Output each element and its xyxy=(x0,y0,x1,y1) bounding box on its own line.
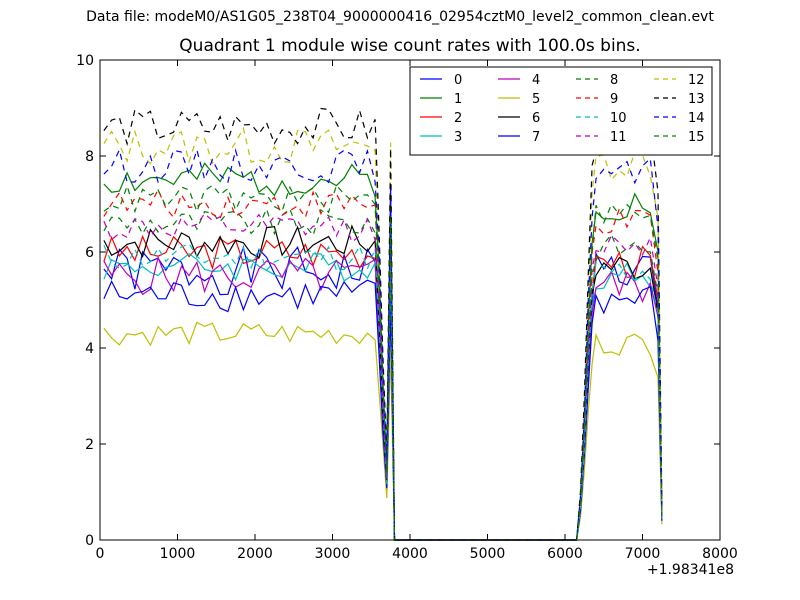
legend-label-15: 15 xyxy=(688,130,705,145)
legend-label-13: 13 xyxy=(688,92,705,107)
x-tick-label: 8000 xyxy=(702,546,738,562)
y-tick-label: 4 xyxy=(85,341,94,357)
y-tick-label: 6 xyxy=(85,245,94,261)
legend-label-0: 0 xyxy=(454,73,462,88)
series-line-5 xyxy=(103,321,663,541)
legend-label-7: 7 xyxy=(532,130,540,145)
series-line-15 xyxy=(103,183,663,541)
series-line-8 xyxy=(103,207,663,541)
series-line-10 xyxy=(103,243,663,541)
legend-label-12: 12 xyxy=(688,73,705,88)
series-line-14 xyxy=(103,147,663,541)
y-tick-label: 2 xyxy=(85,437,94,453)
series-line-9 xyxy=(103,188,663,541)
chart-title: Quadrant 1 module wise count rates with … xyxy=(179,36,641,56)
x-tick-label: 4000 xyxy=(392,546,428,562)
x-offset-label: +1.98341e8 xyxy=(646,562,734,578)
legend-label-6: 6 xyxy=(532,111,540,126)
series-line-11 xyxy=(103,212,663,541)
series-line-13 xyxy=(103,107,663,541)
series-line-12 xyxy=(103,126,663,541)
series-line-4 xyxy=(103,255,663,541)
x-tick-label: 5000 xyxy=(470,546,506,562)
series-line-6 xyxy=(103,224,663,541)
series-line-7 xyxy=(103,279,663,541)
x-tick-label: 3000 xyxy=(315,546,351,562)
y-tick-label: 0 xyxy=(85,533,94,549)
legend-label-2: 2 xyxy=(454,111,462,126)
legend-label-10: 10 xyxy=(610,111,627,126)
y-tick-label: 10 xyxy=(76,53,94,69)
legend-label-1: 1 xyxy=(454,92,462,107)
x-tick-label: 2000 xyxy=(237,546,273,562)
x-tick-label: 6000 xyxy=(547,546,583,562)
legend-label-8: 8 xyxy=(610,73,618,88)
legend-box xyxy=(409,66,713,156)
x-tick-label: 7000 xyxy=(625,546,661,562)
x-tick-label: 0 xyxy=(96,546,105,562)
legend-label-9: 9 xyxy=(610,92,618,107)
legend-label-11: 11 xyxy=(610,130,627,145)
series-layer xyxy=(103,107,663,541)
legend-label-14: 14 xyxy=(688,111,705,126)
legend-label-5: 5 xyxy=(532,92,540,107)
y-tick-label: 8 xyxy=(85,149,94,165)
legend-label-4: 4 xyxy=(532,73,540,88)
figure-suptitle: Data file: modeM0/AS1G05_238T04_90000004… xyxy=(86,9,714,25)
legend-label-3: 3 xyxy=(454,130,462,145)
x-tick-label: 1000 xyxy=(160,546,196,562)
